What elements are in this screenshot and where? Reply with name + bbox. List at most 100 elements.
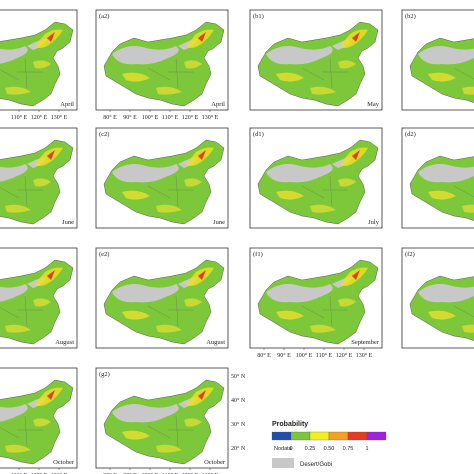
map	[0, 21, 74, 107]
china-map	[257, 21, 379, 107]
lon-label: 80° E	[103, 472, 117, 474]
panel-label: (b2)	[405, 13, 416, 20]
lon-label: 120° E	[31, 472, 48, 474]
month-label: August	[206, 339, 225, 346]
map	[257, 139, 379, 225]
lon-label: 110° E	[162, 114, 179, 121]
panel-frame	[0, 9, 78, 111]
panel-frame	[401, 127, 474, 229]
panel-label: (e2)	[99, 251, 109, 258]
legend-label: 0.50	[324, 446, 335, 452]
month-label: July	[368, 219, 380, 226]
map-panel: (c2) June	[95, 127, 229, 229]
lat-label: 40° N	[231, 397, 246, 404]
lon-label: 130° E	[202, 114, 219, 121]
china-map	[103, 21, 225, 107]
map-panel: April 110° E 120° E 130° E	[0, 9, 78, 121]
lon-label: 90° E	[277, 352, 291, 359]
desert-swatch	[272, 458, 294, 468]
lon-label: 100° E	[296, 352, 313, 359]
legend-label: 1	[365, 446, 368, 452]
lon-label: 120° E	[182, 114, 199, 121]
map-panel: (d1) July	[249, 127, 383, 229]
panel-label: (b1)	[253, 13, 264, 20]
china-map	[0, 259, 74, 345]
map	[409, 259, 474, 345]
lon-label: 130° E	[51, 114, 68, 121]
lon-label: 110° E	[162, 472, 179, 474]
month-label: October	[204, 459, 226, 466]
china-map	[409, 21, 474, 107]
lon-label: 110° E	[316, 352, 333, 359]
lon-label: 90° E	[123, 472, 137, 474]
month-label: April	[211, 101, 225, 108]
lon-label: 80° E	[257, 352, 271, 359]
map-panel: August	[0, 247, 78, 349]
panel-label: (f1)	[253, 251, 263, 258]
desert-label: Desert/Gobi	[300, 462, 332, 468]
panel-frame	[249, 127, 383, 229]
lon-label: 100° E	[142, 114, 159, 121]
panel-frame	[0, 247, 78, 349]
lon-label: 130° E	[51, 472, 68, 474]
legend-title: Probability	[272, 421, 308, 428]
panel-frame	[0, 127, 78, 229]
lon-label: 110° E	[11, 472, 28, 474]
panel-frame	[0, 367, 78, 469]
map	[0, 139, 74, 225]
panel-label: (f2)	[405, 251, 415, 258]
map-panel: (b2)	[401, 9, 474, 111]
panel-frame	[249, 9, 383, 111]
month-label: August	[55, 339, 74, 346]
map-panel: (a2) April 80° E 90° E 100° E 110° E 120° E 130…	[95, 9, 229, 121]
map	[103, 139, 225, 225]
month-label: June	[213, 219, 225, 226]
month-label: June	[62, 219, 74, 226]
map	[409, 21, 474, 107]
lon-label: 80° E	[103, 114, 117, 121]
legend-label: Nodata	[274, 446, 293, 452]
legend-swatch	[309, 431, 330, 441]
lon-label: 130° E	[356, 352, 373, 359]
month-label: May	[367, 101, 380, 108]
lon-label: 90° E	[123, 114, 137, 121]
china-map	[257, 259, 379, 345]
panel-frame	[95, 367, 229, 469]
china-map	[0, 139, 74, 225]
legend-label: 0.75	[343, 446, 354, 452]
map	[0, 259, 74, 345]
china-map	[409, 259, 474, 345]
panel-frame	[95, 247, 229, 349]
panel-label: (g2)	[99, 371, 110, 378]
month-label: September	[351, 339, 380, 346]
panel-frame	[95, 9, 229, 111]
legend-label: 0	[289, 446, 292, 452]
panel-label: (c2)	[99, 131, 109, 138]
legend-label: 0.25	[305, 446, 316, 452]
map-panel: (f1) September 80° E 90° E 100° E 110° E 120° …	[249, 247, 383, 359]
china-map	[103, 259, 225, 345]
lon-label: 110° E	[11, 114, 28, 121]
map-panel: (f2)	[401, 247, 474, 349]
china-map	[103, 379, 225, 465]
map-panel: June	[0, 127, 78, 229]
panel-label: (d2)	[405, 131, 416, 138]
china-map	[409, 139, 474, 225]
panel-label: (a2)	[99, 13, 109, 20]
map	[257, 21, 379, 107]
china-map	[103, 139, 225, 225]
map-panel: (d2)	[401, 127, 474, 229]
panel-frame	[401, 9, 474, 111]
map	[0, 379, 74, 465]
panel-label: (d1)	[253, 131, 264, 138]
lat-label: 20° N	[231, 445, 246, 452]
china-map	[0, 21, 74, 107]
legend-swatch	[271, 431, 292, 441]
panel-frame	[95, 127, 229, 229]
china-map	[257, 139, 379, 225]
map-panel: (e2) August	[95, 247, 229, 349]
